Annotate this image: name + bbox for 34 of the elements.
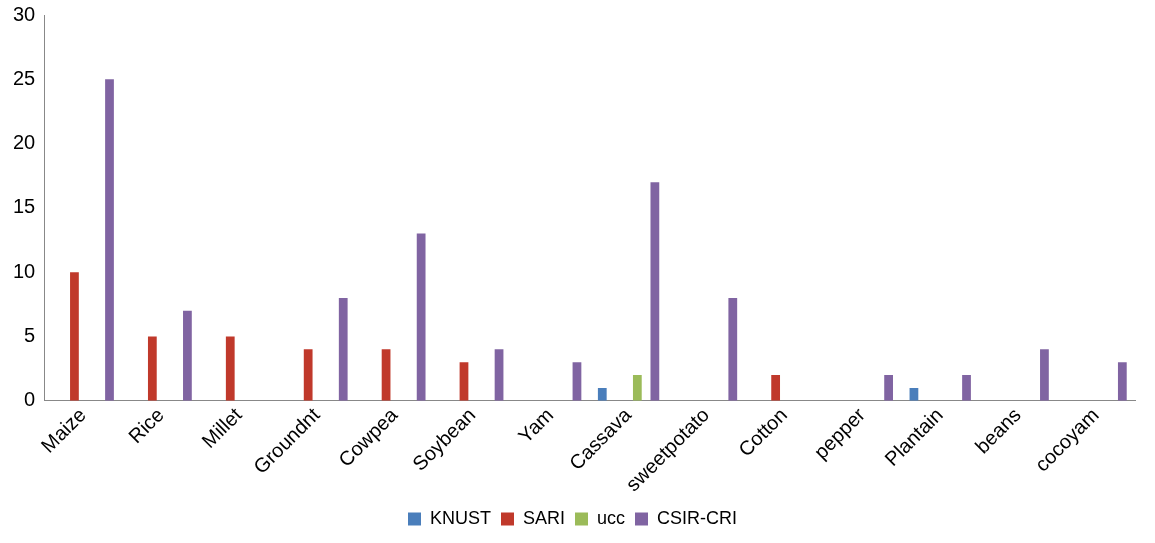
y-tick-label: 30: [13, 2, 36, 25]
bar: [884, 375, 893, 401]
x-tick-label: Yam: [513, 403, 558, 448]
bar: [572, 362, 582, 401]
bar: [597, 387, 607, 401]
bar: [105, 79, 114, 401]
y-tick-label: 10: [13, 259, 36, 282]
bar: [650, 182, 660, 401]
bar: [771, 375, 781, 401]
y-tick-label: 0: [24, 388, 36, 411]
bar: [494, 349, 504, 401]
bar: [632, 375, 642, 401]
bar: [381, 349, 391, 401]
bar: [459, 362, 469, 401]
legend-label: KNUST: [429, 507, 491, 528]
legend-label: SARI: [522, 507, 566, 528]
legend-label: ucc: [597, 507, 626, 528]
bar: [338, 297, 348, 401]
x-tick-label: Rice: [123, 403, 168, 448]
y-tick-label: 15: [13, 195, 36, 218]
bar: [1117, 362, 1127, 401]
y-tick-label: 20: [13, 131, 36, 154]
bar: [303, 349, 313, 401]
bar: [962, 375, 971, 401]
y-tick-label: 5: [24, 323, 36, 346]
bar: [728, 297, 738, 401]
bar: [147, 336, 157, 401]
bar: [416, 233, 426, 401]
bar: [183, 310, 192, 401]
legend-label: CSIR-CRI: [657, 507, 738, 528]
bar: [1040, 349, 1049, 401]
y-tick-label: 25: [13, 66, 36, 89]
bar: [70, 272, 79, 401]
bar: [225, 336, 235, 401]
